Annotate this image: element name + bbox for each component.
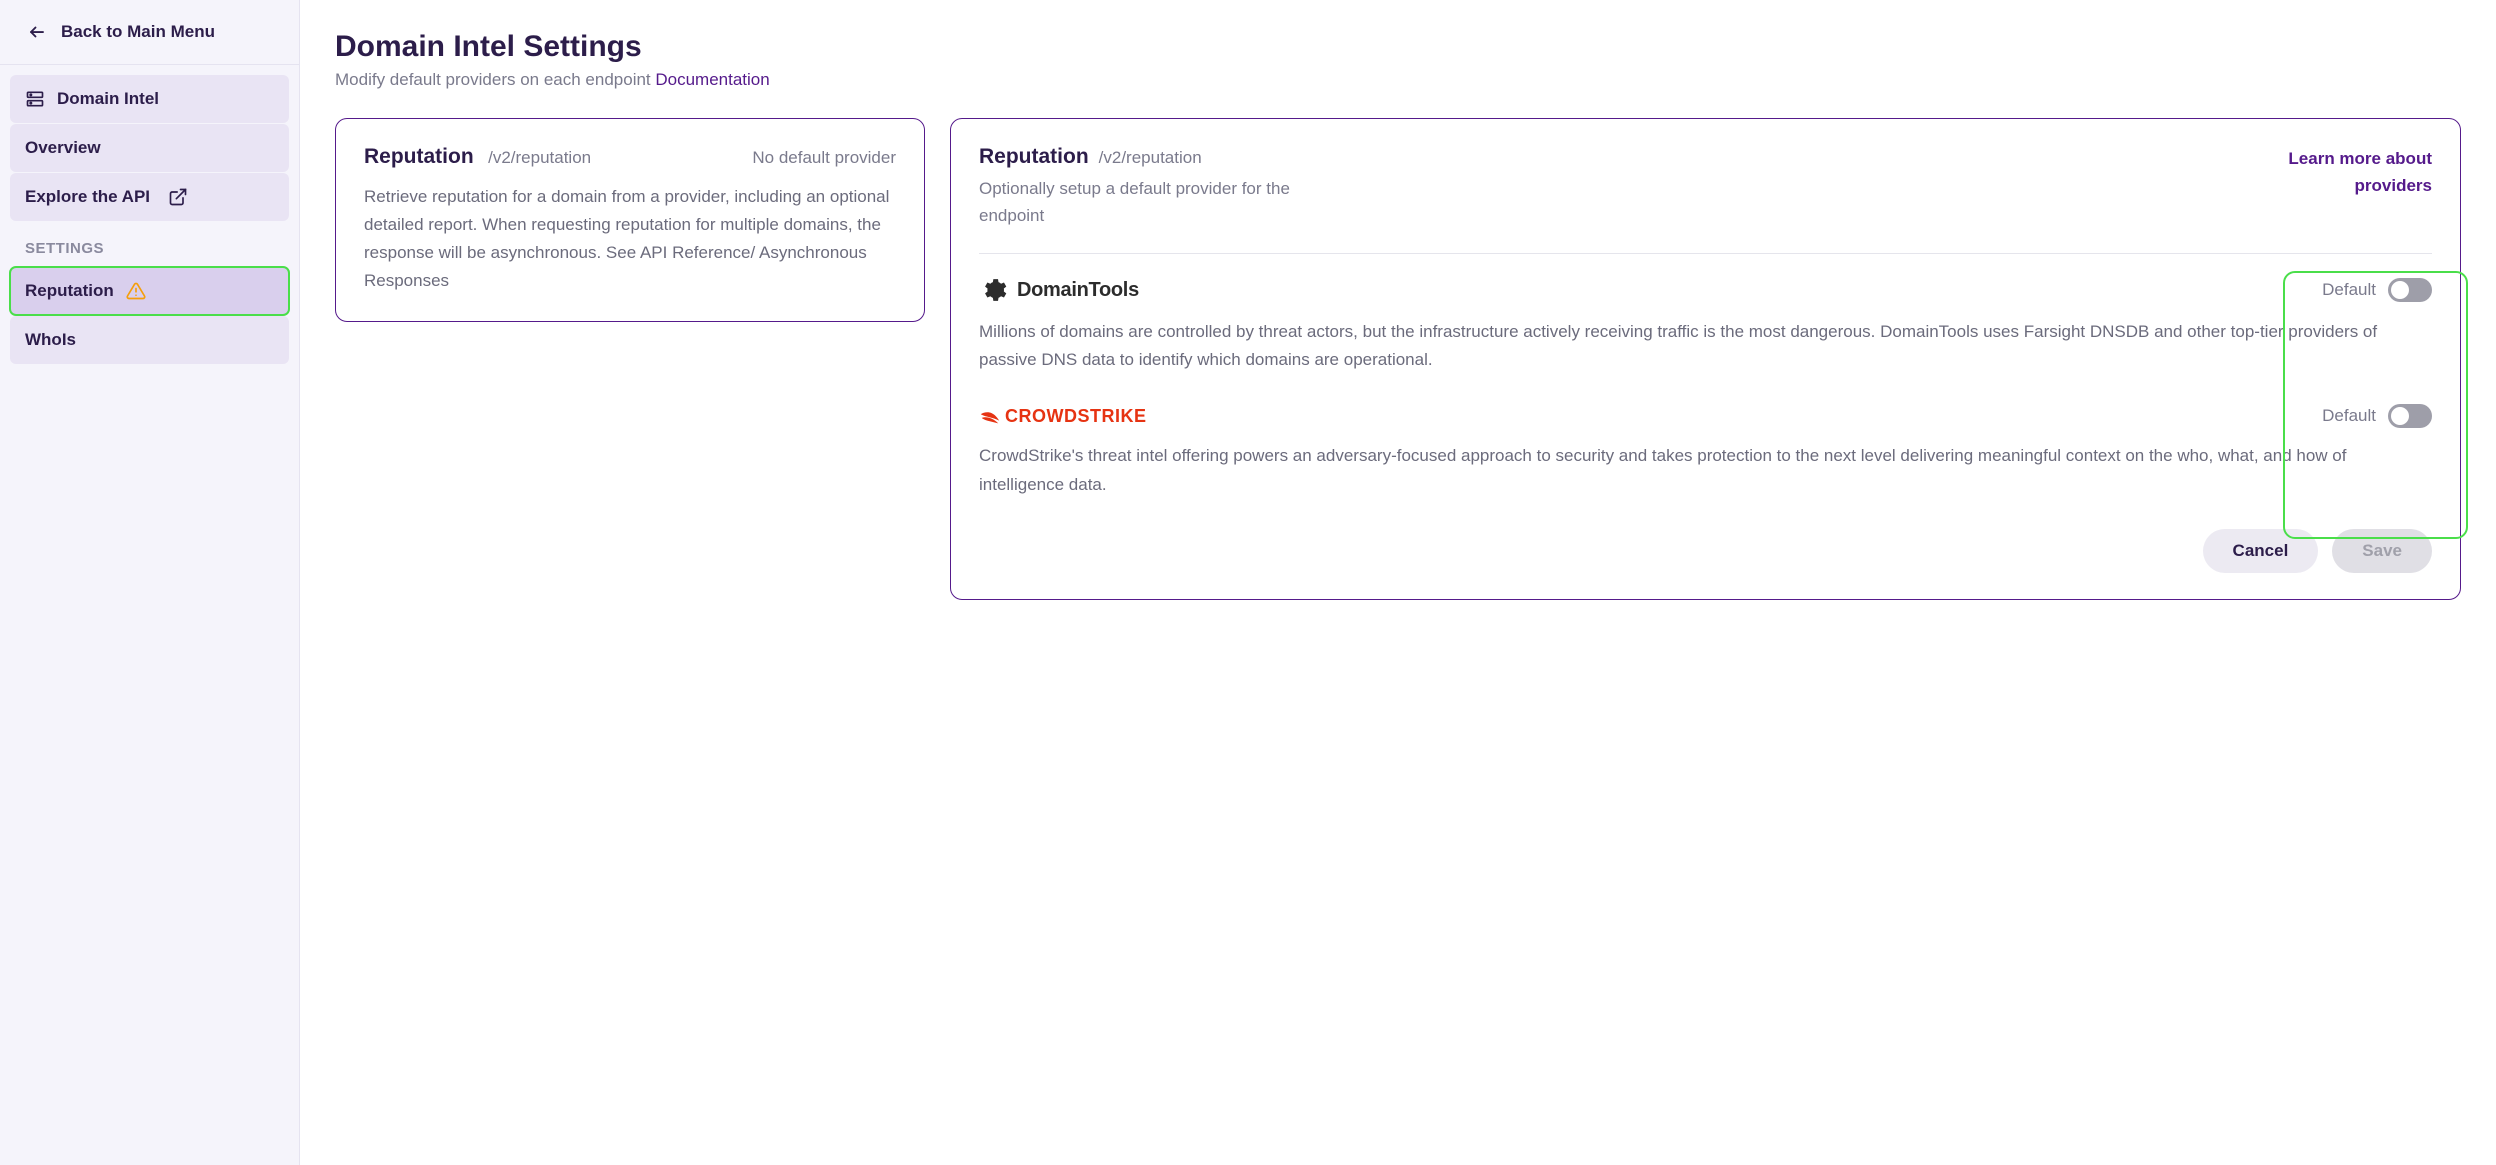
sidebar-item-overview[interactable]: Overview <box>10 124 289 172</box>
warning-icon <box>126 281 146 301</box>
provider-header: DomainTools Default <box>979 276 2432 304</box>
provider-domaintools: DomainTools Default Millions of domains … <box>979 276 2432 374</box>
default-toggle[interactable] <box>2388 404 2432 428</box>
sidebar-item-domain-intel[interactable]: Domain Intel <box>10 75 289 123</box>
crowdstrike-icon <box>979 405 1001 427</box>
cards-row: Reputation /v2/reputation No default pro… <box>335 118 2461 600</box>
sidebar-item-label: Explore the API <box>25 187 150 207</box>
save-button[interactable]: Save <box>2332 529 2432 573</box>
default-toggle-row: Default <box>2322 278 2432 302</box>
reputation-info-card: Reputation /v2/reputation No default pro… <box>335 118 925 322</box>
subtitle-text: Modify default providers on each endpoin… <box>335 70 655 89</box>
sidebar-item-label: Reputation <box>25 281 114 301</box>
sidebar: Back to Main Menu Domain Intel Overview … <box>0 0 300 1165</box>
default-toggle-row: Default <box>2322 404 2432 428</box>
setup-subtitle: Optionally setup a default provider for … <box>979 175 1319 229</box>
main-content: Domain Intel Settings Modify default pro… <box>300 0 2496 1165</box>
card-actions: Cancel Save <box>979 529 2432 573</box>
cancel-button[interactable]: Cancel <box>2203 529 2319 573</box>
page-subtitle: Modify default providers on each endpoin… <box>335 70 2461 90</box>
external-link-icon <box>168 187 188 207</box>
reputation-providers-card: Reputation /v2/reputation Optionally set… <box>950 118 2461 600</box>
documentation-link[interactable]: Documentation <box>655 70 769 89</box>
provider-logo: DomainTools <box>979 276 1139 304</box>
provider-crowdstrike: CROWDSTRIKE Default CrowdStrike's threat… <box>979 404 2432 498</box>
sidebar-nav: Domain Intel Overview Explore the API SE… <box>0 65 299 375</box>
sidebar-item-explore-api[interactable]: Explore the API <box>10 173 289 221</box>
sidebar-item-reputation[interactable]: Reputation <box>10 267 289 315</box>
sidebar-settings-label: SETTINGS <box>10 222 289 267</box>
default-label: Default <box>2322 406 2376 426</box>
sidebar-item-label: Overview <box>25 138 101 158</box>
arrow-left-icon <box>28 23 46 41</box>
card-header: Reputation /v2/reputation Optionally set… <box>979 145 2432 229</box>
card-description: Retrieve reputation for a domain from a … <box>364 183 896 295</box>
card-title: Reputation <box>979 145 1089 169</box>
provider-logo: CROWDSTRIKE <box>979 405 1147 427</box>
back-to-main-link[interactable]: Back to Main Menu <box>0 0 299 65</box>
card-header: Reputation /v2/reputation No default pro… <box>364 145 896 169</box>
provider-description: CrowdStrike's threat intel offering powe… <box>979 442 2432 498</box>
provider-header: CROWDSTRIKE Default <box>979 404 2432 428</box>
no-default-label: No default provider <box>752 148 896 168</box>
provider-name: DomainTools <box>1017 279 1139 302</box>
sidebar-item-whois[interactable]: WhoIs <box>10 316 289 364</box>
default-label: Default <box>2322 280 2376 300</box>
sidebar-item-label: Domain Intel <box>57 89 159 109</box>
card-path: /v2/reputation <box>488 148 591 167</box>
page-title: Domain Intel Settings <box>335 30 2461 64</box>
divider <box>979 253 2432 254</box>
gear-icon <box>979 276 1007 304</box>
card-path: /v2/reputation <box>1099 148 1202 168</box>
provider-description: Millions of domains are controlled by th… <box>979 318 2432 374</box>
provider-name: CROWDSTRIKE <box>1005 406 1147 427</box>
back-label: Back to Main Menu <box>61 22 215 42</box>
learn-more-link[interactable]: Learn more about providers <box>2272 145 2432 199</box>
card-title: Reputation <box>364 145 474 168</box>
default-toggle[interactable] <box>2388 278 2432 302</box>
database-icon <box>25 89 45 109</box>
sidebar-item-label: WhoIs <box>25 330 76 350</box>
